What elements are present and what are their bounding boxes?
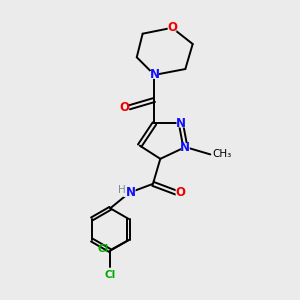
Text: O: O bbox=[167, 21, 177, 34]
Text: N: N bbox=[126, 186, 136, 199]
Text: N: N bbox=[176, 117, 186, 130]
Text: N: N bbox=[149, 68, 159, 81]
FancyBboxPatch shape bbox=[176, 189, 184, 197]
Text: O: O bbox=[175, 186, 185, 199]
FancyBboxPatch shape bbox=[176, 119, 185, 128]
FancyBboxPatch shape bbox=[123, 188, 136, 197]
Text: CH₃: CH₃ bbox=[213, 149, 232, 159]
FancyBboxPatch shape bbox=[120, 103, 128, 111]
FancyBboxPatch shape bbox=[181, 143, 190, 151]
Text: H: H bbox=[118, 185, 126, 195]
Text: Cl: Cl bbox=[105, 270, 116, 280]
Text: Cl: Cl bbox=[98, 244, 109, 254]
FancyBboxPatch shape bbox=[150, 71, 159, 79]
FancyBboxPatch shape bbox=[168, 24, 176, 32]
Text: N: N bbox=[180, 141, 190, 154]
Text: O: O bbox=[119, 101, 129, 114]
